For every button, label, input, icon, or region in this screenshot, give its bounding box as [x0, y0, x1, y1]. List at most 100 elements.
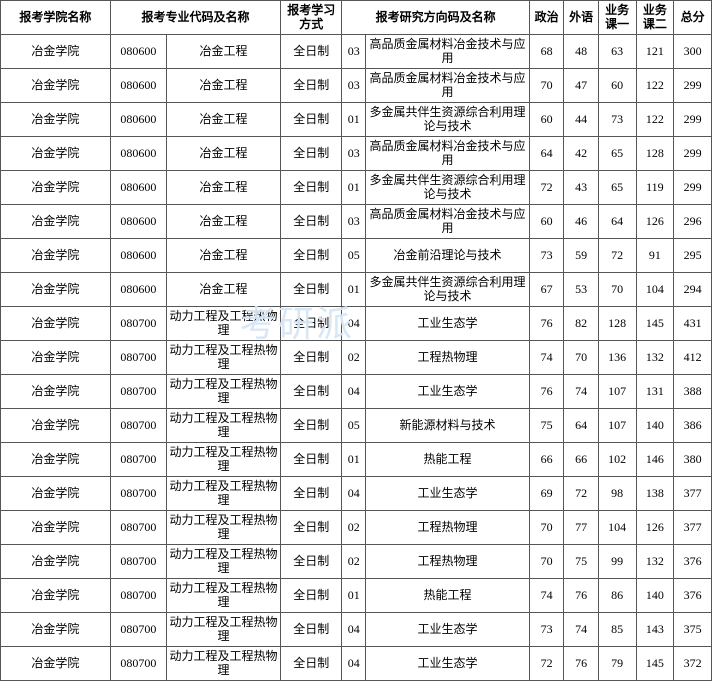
cell-major-code: 080700	[110, 612, 166, 646]
cell-mode: 全日制	[281, 102, 342, 136]
cell-dir-name: 工业生态学	[366, 476, 530, 510]
cell-major-code: 080600	[110, 204, 166, 238]
table-row: 冶金学院080700动力工程及工程热物理全日制04工业生态学7276791453…	[1, 646, 712, 680]
cell-sub2: 140	[636, 578, 674, 612]
cell-college: 冶金学院	[1, 578, 111, 612]
cell-college: 冶金学院	[1, 136, 111, 170]
cell-college: 冶金学院	[1, 408, 111, 442]
cell-sub1: 64	[598, 204, 636, 238]
cell-total: 380	[674, 442, 712, 476]
cell-sub2: 122	[636, 68, 674, 102]
cell-total: 388	[674, 374, 712, 408]
header-politics: 政治	[529, 1, 563, 35]
cell-politics: 60	[529, 102, 563, 136]
cell-college: 冶金学院	[1, 34, 111, 68]
cell-total: 295	[674, 238, 712, 272]
cell-foreign: 72	[564, 476, 598, 510]
cell-sub2: 91	[636, 238, 674, 272]
cell-foreign: 76	[564, 578, 598, 612]
cell-major-name: 动力工程及工程热物理	[166, 476, 280, 510]
cell-mode: 全日制	[281, 204, 342, 238]
table-row: 冶金学院080600冶金工程全日制01多金属共伴生资源综合利用理论与技术6753…	[1, 272, 712, 306]
cell-total: 377	[674, 476, 712, 510]
cell-college: 冶金学院	[1, 68, 111, 102]
cell-politics: 68	[529, 34, 563, 68]
cell-major-code: 080700	[110, 408, 166, 442]
cell-sub1: 136	[598, 340, 636, 374]
cell-mode: 全日制	[281, 34, 342, 68]
cell-dir-name: 工程热物理	[366, 544, 530, 578]
cell-foreign: 64	[564, 408, 598, 442]
cell-foreign: 59	[564, 238, 598, 272]
cell-total: 299	[674, 136, 712, 170]
cell-politics: 73	[529, 612, 563, 646]
cell-dir-name: 多金属共伴生资源综合利用理论与技术	[366, 102, 530, 136]
cell-sub1: 73	[598, 102, 636, 136]
cell-college: 冶金学院	[1, 476, 111, 510]
cell-sub2: 132	[636, 340, 674, 374]
cell-politics: 70	[529, 510, 563, 544]
cell-dir-code: 01	[342, 102, 366, 136]
cell-politics: 74	[529, 340, 563, 374]
cell-sub2: 145	[636, 646, 674, 680]
cell-total: 300	[674, 34, 712, 68]
table-row: 冶金学院080600冶金工程全日制03高品质金属材料冶金技术与应用6848631…	[1, 34, 712, 68]
cell-total: 412	[674, 340, 712, 374]
cell-major-name: 冶金工程	[166, 68, 280, 102]
cell-major-code: 080600	[110, 34, 166, 68]
cell-major-name: 动力工程及工程热物理	[166, 646, 280, 680]
cell-sub1: 128	[598, 306, 636, 340]
cell-total: 375	[674, 612, 712, 646]
cell-sub2: 119	[636, 170, 674, 204]
cell-politics: 75	[529, 408, 563, 442]
header-sub1: 业务课一	[598, 1, 636, 35]
cell-major-name: 冶金工程	[166, 272, 280, 306]
cell-dir-code: 01	[342, 272, 366, 306]
cell-mode: 全日制	[281, 306, 342, 340]
cell-major-name: 冶金工程	[166, 170, 280, 204]
cell-mode: 全日制	[281, 374, 342, 408]
cell-mode: 全日制	[281, 170, 342, 204]
cell-dir-code: 02	[342, 340, 366, 374]
cell-major-name: 动力工程及工程热物理	[166, 442, 280, 476]
cell-college: 冶金学院	[1, 238, 111, 272]
cell-total: 294	[674, 272, 712, 306]
cell-foreign: 42	[564, 136, 598, 170]
cell-major-name: 动力工程及工程热物理	[166, 374, 280, 408]
cell-college: 冶金学院	[1, 340, 111, 374]
cell-mode: 全日制	[281, 578, 342, 612]
cell-foreign: 76	[564, 646, 598, 680]
table-row: 冶金学院080700动力工程及工程热物理全日制01热能工程66661021463…	[1, 442, 712, 476]
cell-dir-name: 工业生态学	[366, 374, 530, 408]
cell-sub1: 85	[598, 612, 636, 646]
cell-sub2: 131	[636, 374, 674, 408]
cell-major-code: 080600	[110, 102, 166, 136]
cell-dir-name: 高品质金属材料冶金技术与应用	[366, 204, 530, 238]
header-college: 报考学院名称	[1, 1, 111, 35]
cell-politics: 76	[529, 306, 563, 340]
cell-sub1: 107	[598, 408, 636, 442]
cell-dir-code: 02	[342, 510, 366, 544]
cell-foreign: 77	[564, 510, 598, 544]
cell-mode: 全日制	[281, 272, 342, 306]
cell-major-name: 动力工程及工程热物理	[166, 612, 280, 646]
table-row: 冶金学院080600冶金工程全日制01多金属共伴生资源综合利用理论与技术6044…	[1, 102, 712, 136]
cell-total: 377	[674, 510, 712, 544]
header-foreign: 外语	[564, 1, 598, 35]
cell-mode: 全日制	[281, 238, 342, 272]
cell-sub1: 60	[598, 68, 636, 102]
cell-politics: 70	[529, 68, 563, 102]
header-direction: 报考研究方向码及名称	[342, 1, 529, 35]
cell-total: 376	[674, 578, 712, 612]
cell-foreign: 82	[564, 306, 598, 340]
cell-foreign: 43	[564, 170, 598, 204]
cell-major-code: 080600	[110, 170, 166, 204]
cell-sub1: 102	[598, 442, 636, 476]
cell-politics: 70	[529, 544, 563, 578]
cell-mode: 全日制	[281, 612, 342, 646]
cell-college: 冶金学院	[1, 612, 111, 646]
cell-politics: 72	[529, 170, 563, 204]
table-row: 冶金学院080700动力工程及工程热物理全日制05新能源材料与技术7564107…	[1, 408, 712, 442]
cell-dir-code: 02	[342, 544, 366, 578]
cell-major-code: 080700	[110, 340, 166, 374]
